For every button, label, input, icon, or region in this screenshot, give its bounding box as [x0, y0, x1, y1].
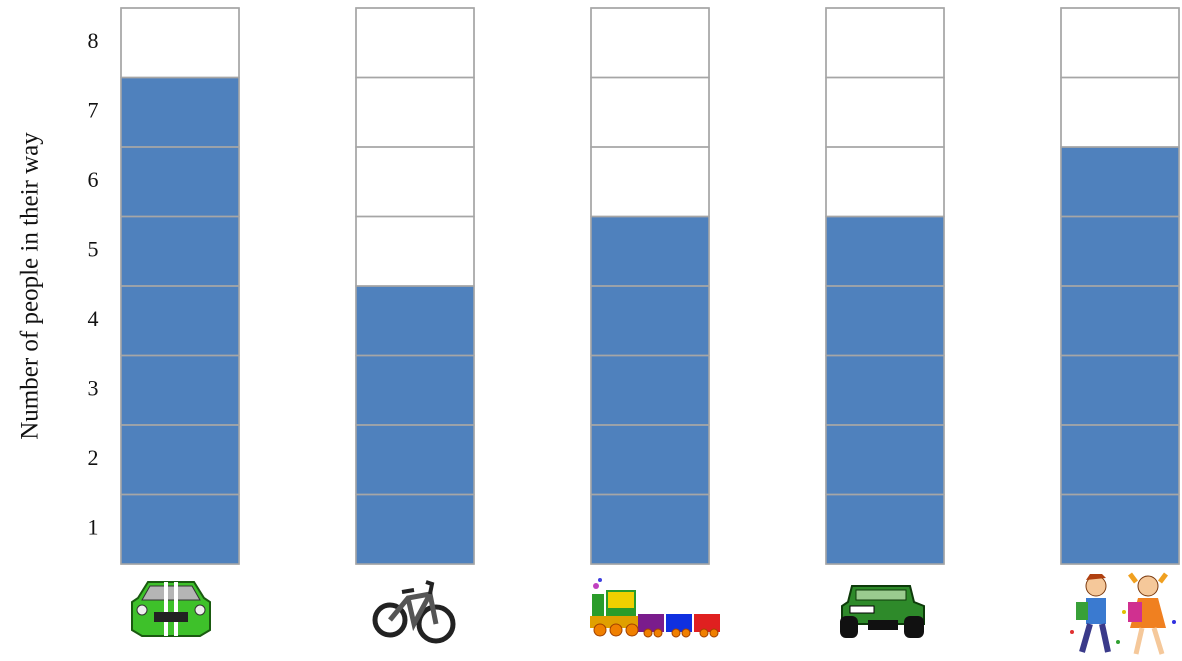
grid-cell	[590, 7, 710, 79]
y-tick-label: 3	[88, 375, 99, 400]
y-tick-label: 6	[88, 167, 99, 192]
jeep-icon	[840, 585, 925, 638]
bar	[591, 216, 709, 564]
kids-icon	[1070, 572, 1176, 655]
car-icon	[131, 581, 211, 637]
y-tick-label: 1	[88, 514, 99, 539]
y-tick-label: 4	[88, 306, 99, 331]
y-tick-label: 8	[88, 28, 99, 53]
grid-cell	[355, 7, 475, 79]
grid-cell	[1060, 7, 1180, 79]
train-icon	[590, 578, 720, 638]
y-tick-label: 2	[88, 445, 99, 470]
y-axis-label: Number of people in their way	[17, 132, 44, 440]
bar	[826, 216, 944, 564]
y-tick-label: 7	[88, 97, 99, 122]
y-tick-label: 5	[88, 236, 99, 261]
plot-area	[120, 7, 1180, 565]
grid-cell	[120, 7, 240, 79]
bar	[121, 77, 239, 564]
bike-icon	[372, 580, 456, 644]
icons	[131, 572, 1176, 655]
grid-cell	[825, 7, 945, 79]
